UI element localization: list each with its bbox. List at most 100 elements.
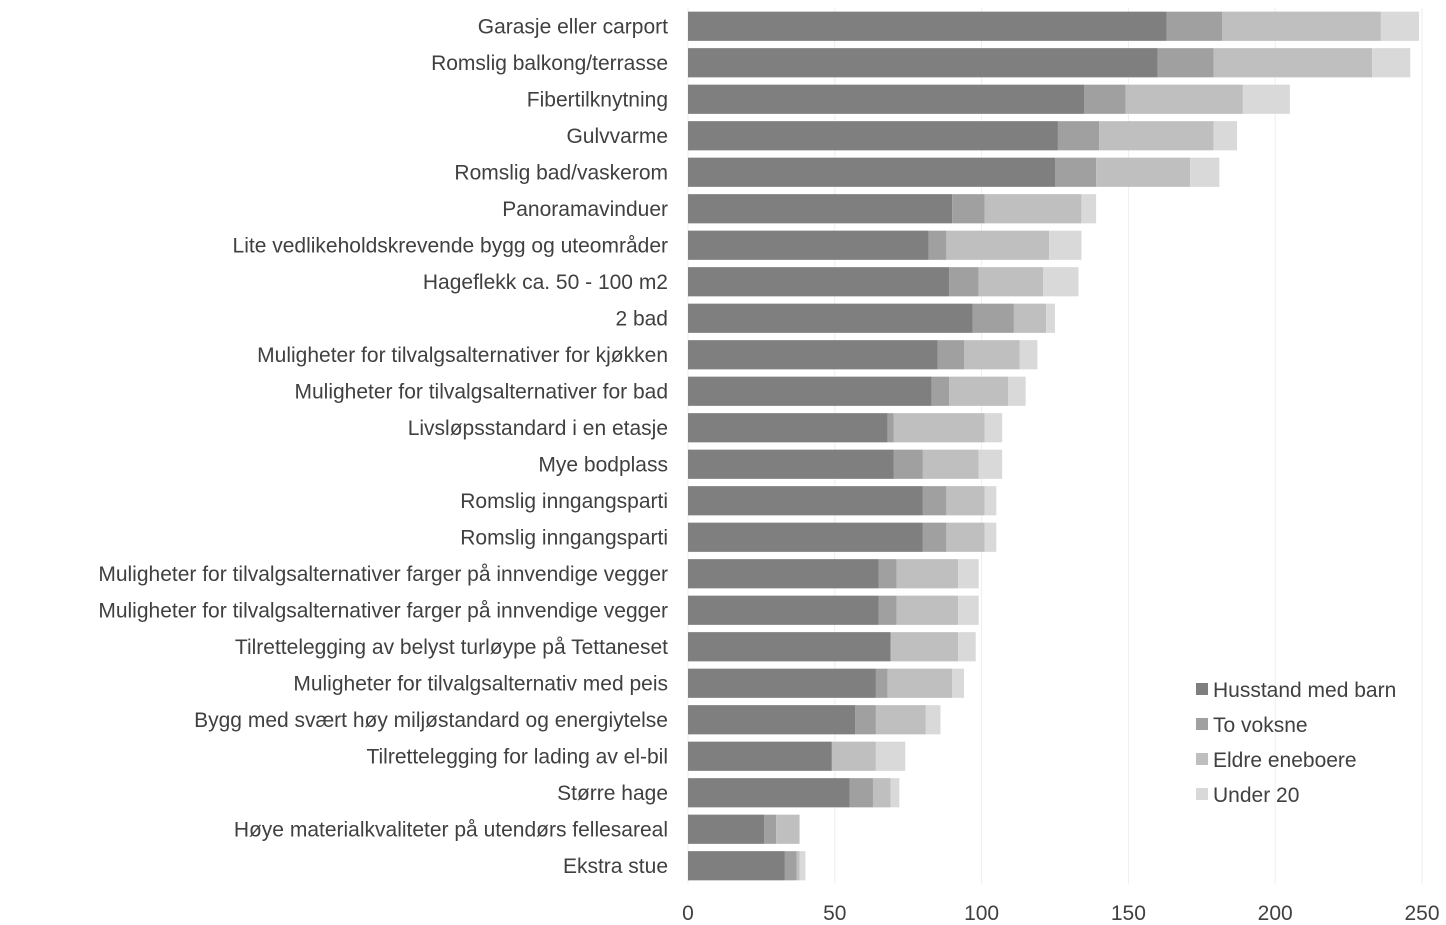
bar-segment-11-1: [888, 413, 894, 442]
bar-segment-10-1: [932, 377, 950, 406]
category-label: Garasje eller carport: [478, 15, 668, 38]
bar-segment-5-1: [952, 194, 984, 223]
bar-segment-5-0: [688, 194, 952, 223]
bar-segment-10-0: [688, 377, 932, 406]
bar-segment-10-3: [1008, 377, 1026, 406]
bar-segment-4-2: [1096, 158, 1190, 187]
bar-segment-3-2: [1099, 121, 1214, 150]
bar-segment-16-2: [896, 596, 958, 625]
bar-segment-2-2: [1125, 85, 1242, 114]
bar-segment-2-3: [1243, 85, 1290, 114]
category-label: Hageflekk ca. 50 - 100 m2: [423, 271, 668, 294]
bar-segment-16-0: [688, 596, 879, 625]
category-label: Muligheter for tilvalgsalternativer for …: [257, 344, 668, 367]
bar-segment-19-3: [926, 705, 941, 734]
bar-segment-2-1: [1084, 85, 1125, 114]
category-label: Mye bodplass: [538, 453, 668, 476]
x-tick-label: 50: [823, 902, 846, 925]
bar-segment-12-0: [688, 450, 894, 479]
category-label: Tilrettelegging for lading av el-bil: [366, 745, 668, 768]
bar-segment-13-3: [985, 486, 997, 515]
bar-segment-15-3: [958, 559, 979, 588]
category-labels: Garasje eller carport Romslig balkong/ter…: [98, 15, 668, 878]
bar-segment-18-1: [876, 669, 888, 698]
bar-segment-9-3: [1020, 340, 1038, 369]
category-label: Muligheter for tilvalgsalternativer farg…: [98, 599, 668, 622]
legend-label: To voksne: [1213, 714, 1308, 737]
category-label: Lite vedlikeholdskrevende bygg og uteomr…: [233, 234, 668, 257]
bar-segment-11-2: [894, 413, 985, 442]
bar-segment-23-1: [785, 851, 797, 880]
category-label: Romslig inngangsparti: [460, 526, 668, 549]
bar-segment-18-3: [952, 669, 964, 698]
legend-swatch: [1196, 683, 1208, 695]
bar-segment-21-2: [873, 778, 891, 807]
bar-segment-8-1: [973, 304, 1014, 333]
x-tick-label: 250: [1404, 902, 1439, 925]
bar-segment-5-3: [1081, 194, 1096, 223]
bar-segment-20-2: [832, 742, 876, 771]
bar-segment-19-0: [688, 705, 855, 734]
bar-segment-6-3: [1049, 231, 1081, 260]
bar-segment-7-2: [979, 267, 1044, 296]
bar-segment-0-3: [1381, 12, 1419, 41]
bar-segment-15-1: [879, 559, 897, 588]
bar-segment-17-2: [891, 632, 959, 661]
bar-segment-12-1: [894, 450, 923, 479]
bar-segment-21-1: [849, 778, 872, 807]
legend-label: Husstand med barn: [1213, 679, 1396, 702]
category-label: Romslig bad/vaskerom: [454, 161, 668, 184]
legend-label: Eldre eneboere: [1213, 749, 1357, 772]
x-axis-ticks: 0 50 100 150 200 250: [682, 902, 1439, 925]
bar-segment-6-2: [946, 231, 1049, 260]
bar-segment-18-0: [688, 669, 876, 698]
bar-segment-17-0: [688, 632, 891, 661]
bar-segment-20-3: [876, 742, 905, 771]
bar-segment-8-0: [688, 304, 973, 333]
bar-segment-6-0: [688, 231, 929, 260]
category-label: Gulvvarme: [566, 125, 668, 148]
bar-segment-0-2: [1222, 12, 1381, 41]
bar-segment-19-2: [876, 705, 926, 734]
category-label: Bygg med svært høy miljøstandard og ener…: [194, 709, 668, 732]
bar-segment-8-2: [1014, 304, 1046, 333]
bar-segment-0-1: [1167, 12, 1223, 41]
category-label: Romslig balkong/terrasse: [431, 52, 668, 75]
category-label: Muligheter for tilvalgsalternativ med pe…: [293, 672, 668, 695]
bar-segment-14-1: [923, 523, 946, 552]
bar-segment-23-0: [688, 851, 785, 880]
bar-segment-1-0: [688, 48, 1158, 77]
bar-segment-9-1: [938, 340, 964, 369]
bar-segment-3-3: [1214, 121, 1237, 150]
bar-segment-21-0: [688, 778, 849, 807]
bar-segment-7-1: [949, 267, 978, 296]
bar-segment-19-1: [855, 705, 876, 734]
bar-segment-16-1: [879, 596, 897, 625]
bar-segment-17-3: [958, 632, 976, 661]
bar-segment-3-1: [1058, 121, 1099, 150]
bar-segment-22-1: [764, 815, 776, 844]
legend-swatch: [1196, 788, 1208, 800]
x-tick-label: 100: [964, 902, 999, 925]
x-tick-label: 150: [1111, 902, 1146, 925]
bar-segment-18-2: [888, 669, 953, 698]
bar-segment-15-2: [896, 559, 958, 588]
category-label: 2 bad: [615, 307, 668, 330]
bar-segment-11-3: [985, 413, 1003, 442]
bar-segment-4-1: [1055, 158, 1096, 187]
bar-segment-21-3: [891, 778, 900, 807]
legend-swatch: [1196, 718, 1208, 730]
category-label: Ekstra stue: [563, 855, 668, 878]
bar-segment-7-3: [1043, 267, 1078, 296]
bar-segment-8-3: [1046, 304, 1055, 333]
bar-segment-4-0: [688, 158, 1055, 187]
bar-segment-12-2: [923, 450, 979, 479]
bar-segment-13-0: [688, 486, 923, 515]
bar-segment-14-0: [688, 523, 923, 552]
legend-swatch: [1196, 753, 1208, 765]
category-label: Livsløpsstandard i en etasje: [408, 417, 668, 440]
category-label: Muligheter for tilvalgsalternativer farg…: [98, 563, 668, 586]
x-tick-label: 200: [1258, 902, 1293, 925]
bar-segment-10-2: [949, 377, 1008, 406]
bar-segment-7-0: [688, 267, 949, 296]
